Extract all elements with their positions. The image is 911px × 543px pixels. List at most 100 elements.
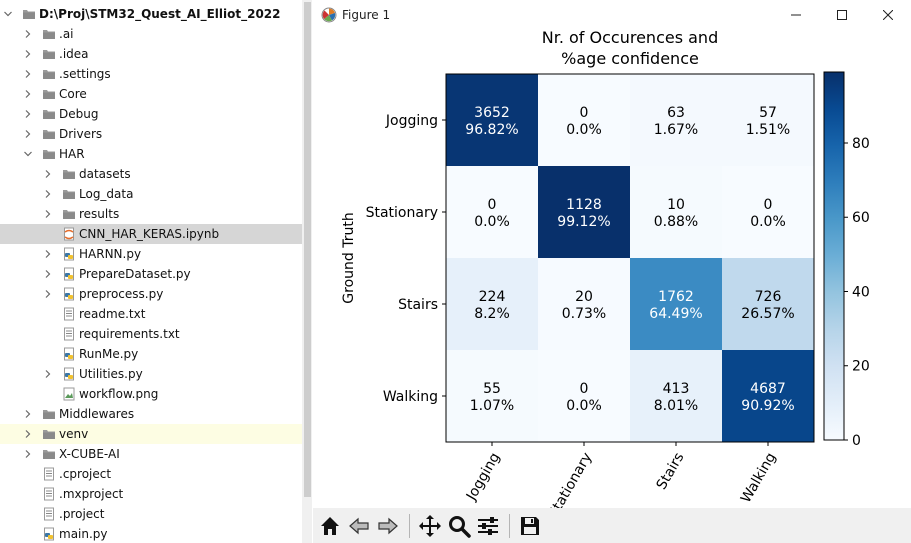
heatmap-cell xyxy=(538,350,630,442)
tree-item-log-data[interactable]: Log_data xyxy=(0,184,302,204)
tree-scrollbar[interactable] xyxy=(302,0,312,543)
maximize-icon xyxy=(837,10,847,20)
folder-icon xyxy=(62,167,76,181)
tree-item-preprocess-py[interactable]: preprocess.py xyxy=(0,284,302,304)
tree-item-label: Utilities.py xyxy=(79,367,143,381)
cell-count-label: 0 xyxy=(580,105,589,121)
tree-item-mxproject[interactable]: .mxproject xyxy=(0,484,302,504)
heatmap-cell xyxy=(722,74,814,166)
heatmap-cell xyxy=(538,166,630,258)
tree-item-preparedataset-py[interactable]: PrepareDataset.py xyxy=(0,264,302,284)
tree-item-settings[interactable]: .settings xyxy=(0,64,302,84)
cell-count-label: 20 xyxy=(575,289,593,305)
cell-count-label: 0 xyxy=(764,197,773,213)
tree-item-ai[interactable]: .ai xyxy=(0,24,302,44)
tree-item-cnn-har-keras-ipynb[interactable]: CNN_HAR_KERAS.ipynb xyxy=(0,224,302,244)
tree-item-d-proj-stm32-quest-ai-elliot-2022[interactable]: D:\Proj\STM32_Quest_AI_Elliot_2022 xyxy=(0,4,302,24)
tree-item-utilities-py[interactable]: Utilities.py xyxy=(0,364,302,384)
heatmap-cell xyxy=(722,166,814,258)
tree-item-har[interactable]: HAR xyxy=(0,144,302,164)
forward-button[interactable] xyxy=(374,512,402,540)
minimize-button[interactable] xyxy=(773,0,819,30)
toolbar-separator xyxy=(409,514,410,538)
tree-item-label: datasets xyxy=(79,167,131,181)
tree-item-datasets[interactable]: datasets xyxy=(0,164,302,184)
chart-title-line: %age confidence xyxy=(561,49,699,68)
tree-item-results[interactable]: results xyxy=(0,204,302,224)
tree-item-middlewares[interactable]: Middlewares xyxy=(0,404,302,424)
pan-button[interactable] xyxy=(416,512,444,540)
folder-icon xyxy=(62,207,76,221)
cell-percent-label: 0.0% xyxy=(474,214,510,230)
save-icon xyxy=(521,517,539,535)
tree-item-workflow-png[interactable]: workflow.png xyxy=(0,384,302,404)
matplotlib-icon xyxy=(321,7,337,23)
tree-item-label: D:\Proj\STM32_Quest_AI_Elliot_2022 xyxy=(39,7,281,21)
python-file-icon xyxy=(62,287,76,301)
folder-icon xyxy=(42,87,56,101)
tree-item-requirements-txt[interactable]: requirements.txt xyxy=(0,324,302,344)
back-button[interactable] xyxy=(345,512,373,540)
text-file-icon xyxy=(62,307,76,321)
cell-percent-label: 96.82% xyxy=(465,122,518,138)
home-button[interactable] xyxy=(316,512,344,540)
tree-item-label: .cproject xyxy=(59,467,112,481)
cell-percent-label: 8.01% xyxy=(654,398,698,414)
tree-item-debug[interactable]: Debug xyxy=(0,104,302,124)
notebook-file-icon xyxy=(62,227,76,241)
folder-icon xyxy=(42,27,56,41)
x-tick-label: Jogging xyxy=(463,450,503,504)
maximize-button[interactable] xyxy=(819,0,865,30)
window-titlebar[interactable]: Figure 1 xyxy=(313,0,911,30)
tree-item-project[interactable]: .project xyxy=(0,504,302,524)
plot-canvas[interactable]: Nr. of Occurences and %age confidence 3652… xyxy=(313,30,911,508)
text-file-icon xyxy=(42,467,56,481)
cell-percent-label: 64.49% xyxy=(649,306,702,322)
tree-rows: D:\Proj\STM32_Quest_AI_Elliot_2022 .ai .id… xyxy=(0,4,302,543)
tree-scrollbar-thumb[interactable] xyxy=(304,2,311,497)
tree-item-venv[interactable]: venv xyxy=(0,424,302,444)
tree-item-idea[interactable]: .idea xyxy=(0,44,302,64)
toolbar-separator xyxy=(509,514,510,538)
tree-item-label: .mxproject xyxy=(59,487,124,501)
tree-item-label: RunMe.py xyxy=(79,347,139,361)
zoom-button[interactable] xyxy=(445,512,473,540)
tree-item-label: readme.txt xyxy=(79,307,146,321)
colorbar-tick-label: 40 xyxy=(852,284,870,300)
tree-item-label: venv xyxy=(59,427,89,441)
cell-count-label: 1128 xyxy=(566,197,602,213)
tree-item-readme-txt[interactable]: readme.txt xyxy=(0,304,302,324)
tree-item-label: .idea xyxy=(59,47,89,61)
tree-item-label: X-CUBE-AI xyxy=(59,447,120,461)
tree-item-label: workflow.png xyxy=(79,387,159,401)
cell-percent-label: 0.88% xyxy=(654,214,698,230)
tree-item-label: PrepareDataset.py xyxy=(79,267,191,281)
y-tick-label: Stationary xyxy=(366,205,438,221)
tree-item-label: results xyxy=(79,207,120,221)
tree-item-cproject[interactable]: .cproject xyxy=(0,464,302,484)
folder-icon xyxy=(42,127,56,141)
python-file-icon xyxy=(62,367,76,381)
tree-item-x-cube-ai[interactable]: X-CUBE-AI xyxy=(0,444,302,464)
x-tick-label: Stationary xyxy=(545,450,595,508)
tree-item-label: Drivers xyxy=(59,127,103,141)
text-file-icon xyxy=(42,507,56,521)
close-button[interactable] xyxy=(865,0,911,30)
tree-item-main-py[interactable]: main.py xyxy=(0,524,302,543)
configure-subplots-button[interactable] xyxy=(474,512,502,540)
tree-item-core[interactable]: Core xyxy=(0,84,302,104)
y-tick-label: Jogging xyxy=(385,113,438,129)
cell-percent-label: 90.92% xyxy=(741,398,794,414)
heatmap-cell xyxy=(538,258,630,350)
folder-icon xyxy=(62,187,76,201)
y-tick-label: Walking xyxy=(383,389,438,405)
tree-item-runme-py[interactable]: RunMe.py xyxy=(0,344,302,364)
cell-count-label: 63 xyxy=(667,105,685,121)
save-button[interactable] xyxy=(516,512,544,540)
tree-item-harnn-py[interactable]: HARNN.py xyxy=(0,244,302,264)
tree-item-label: .ai xyxy=(59,27,74,41)
tree-item-drivers[interactable]: Drivers xyxy=(0,124,302,144)
folder-icon xyxy=(42,107,56,121)
colorbar-tick-label: 80 xyxy=(852,136,870,152)
cell-percent-label: 1.67% xyxy=(654,122,698,138)
